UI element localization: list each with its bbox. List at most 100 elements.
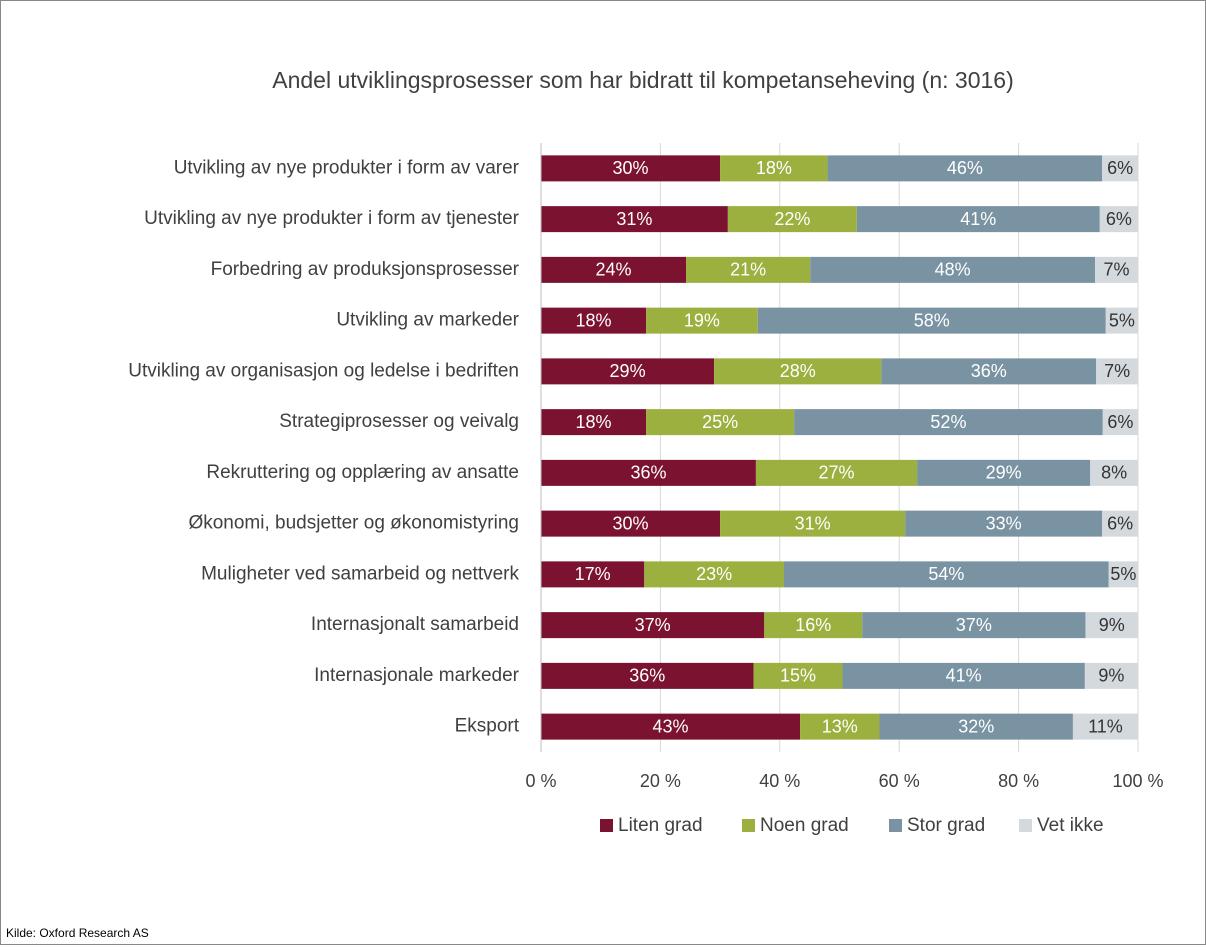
legend-label: Stor grad — [907, 815, 985, 836]
bar-segment — [686, 256, 811, 283]
data-label: 29% — [610, 361, 646, 381]
legend-label: Liten grad — [618, 815, 703, 836]
data-label: 48% — [935, 260, 971, 280]
bar-segment — [541, 713, 801, 740]
data-label: 16% — [795, 615, 831, 635]
data-label: 22% — [774, 209, 810, 229]
data-label: 9% — [1099, 615, 1125, 635]
y-tick-label: Økonomi, budsjetter og økonomistyring — [188, 513, 519, 534]
bar-segment — [879, 713, 1073, 740]
data-label: 24% — [596, 260, 632, 280]
y-tick-label: Strategiprosesser og veivalg — [279, 411, 519, 432]
bar-segment — [862, 612, 1086, 639]
bar-segment — [1108, 561, 1138, 588]
bar-segment — [1102, 409, 1138, 436]
bar-segment — [905, 510, 1103, 537]
bar-segment — [1072, 713, 1138, 740]
chart-title: Andel utviklingsprosesser som har bidrat… — [272, 67, 1014, 93]
legend-label: Vet ikke — [1037, 815, 1104, 836]
bar-segment — [1102, 155, 1138, 182]
source-note: Kilde: Oxford Research AS — [6, 926, 149, 940]
bar-segment — [541, 409, 647, 436]
bar-segment — [541, 510, 721, 537]
bar-segment — [1095, 256, 1138, 283]
data-label: 7% — [1104, 361, 1130, 381]
data-label: 31% — [795, 513, 831, 533]
data-label: 36% — [630, 463, 666, 483]
data-label: 18% — [576, 310, 612, 330]
bar-segment — [541, 206, 728, 233]
bar-segment — [917, 459, 1091, 486]
data-label: 46% — [947, 158, 983, 178]
legend-swatch — [742, 819, 755, 832]
bar-segment — [714, 358, 882, 385]
data-label: 17% — [575, 564, 611, 584]
bar-segment — [810, 256, 1096, 283]
x-tick-label: 80 % — [998, 771, 1039, 791]
data-label: 27% — [818, 463, 854, 483]
bar-segment — [881, 358, 1097, 385]
data-label: 43% — [653, 716, 689, 736]
bar-segment — [541, 307, 647, 334]
data-label: 23% — [696, 564, 732, 584]
bar-segment — [1090, 459, 1138, 486]
x-tick-label: 20 % — [640, 771, 681, 791]
bar-segment — [1099, 206, 1138, 233]
data-label: 13% — [822, 716, 858, 736]
bar-segment — [753, 662, 843, 689]
data-label: 31% — [616, 209, 652, 229]
bar-segment — [1105, 307, 1138, 334]
data-label: 6% — [1107, 412, 1133, 432]
data-label: 18% — [576, 412, 612, 432]
x-tick-label: 60 % — [879, 771, 920, 791]
y-tick-label: Utvikling av nye produkter i form av tje… — [144, 208, 520, 229]
data-label: 32% — [958, 716, 994, 736]
data-label: 8% — [1101, 463, 1127, 483]
y-tick-label: Rekruttering og opplæring av ansatte — [206, 462, 519, 483]
data-label: 25% — [702, 412, 738, 432]
bar-segment — [541, 358, 715, 385]
bar-segment — [541, 662, 754, 689]
data-label: 18% — [756, 158, 792, 178]
bar-segment — [1096, 358, 1138, 385]
bar-segment — [646, 307, 758, 334]
data-label: 29% — [986, 463, 1022, 483]
data-label: 41% — [946, 666, 982, 686]
data-label: 52% — [930, 412, 966, 432]
data-label: 5% — [1109, 310, 1135, 330]
legend-label: Noen grad — [760, 815, 849, 836]
data-label: 54% — [928, 564, 964, 584]
y-tick-label: Forbedring av produksjonsprosesser — [211, 259, 520, 280]
data-label: 6% — [1107, 513, 1133, 533]
bar-segment — [541, 612, 765, 639]
x-tick-label: 0 % — [525, 771, 556, 791]
data-label: 9% — [1098, 666, 1124, 686]
data-label: 33% — [986, 513, 1022, 533]
x-tick-label: 100 % — [1112, 771, 1163, 791]
bar-segment — [856, 206, 1100, 233]
data-label: 7% — [1104, 260, 1130, 280]
bar-segment — [783, 561, 1109, 588]
data-label: 21% — [730, 260, 766, 280]
y-tick-label: Utvikling av markeder — [336, 310, 519, 331]
data-label: 36% — [971, 361, 1007, 381]
bar-segment — [794, 409, 1103, 436]
y-tick-label: Internasjonalt samarbeid — [311, 614, 519, 635]
data-label: 11% — [1088, 716, 1123, 736]
data-label: 5% — [1110, 564, 1136, 584]
bar-segment — [1085, 612, 1138, 639]
data-label: 19% — [684, 310, 720, 330]
data-label: 58% — [914, 310, 950, 330]
data-label: 36% — [629, 666, 665, 686]
bar-segment — [541, 459, 756, 486]
bar-segment — [755, 459, 918, 486]
bar-segment — [1102, 510, 1138, 537]
data-label: 30% — [613, 158, 649, 178]
bar-segment — [757, 307, 1106, 334]
legend-swatch — [889, 819, 902, 832]
bar-segment — [827, 155, 1103, 182]
bar-segment — [644, 561, 784, 588]
bar-segment — [800, 713, 880, 740]
y-tick-label: Internasjonale markeder — [314, 665, 520, 686]
bar-segment — [842, 662, 1085, 689]
